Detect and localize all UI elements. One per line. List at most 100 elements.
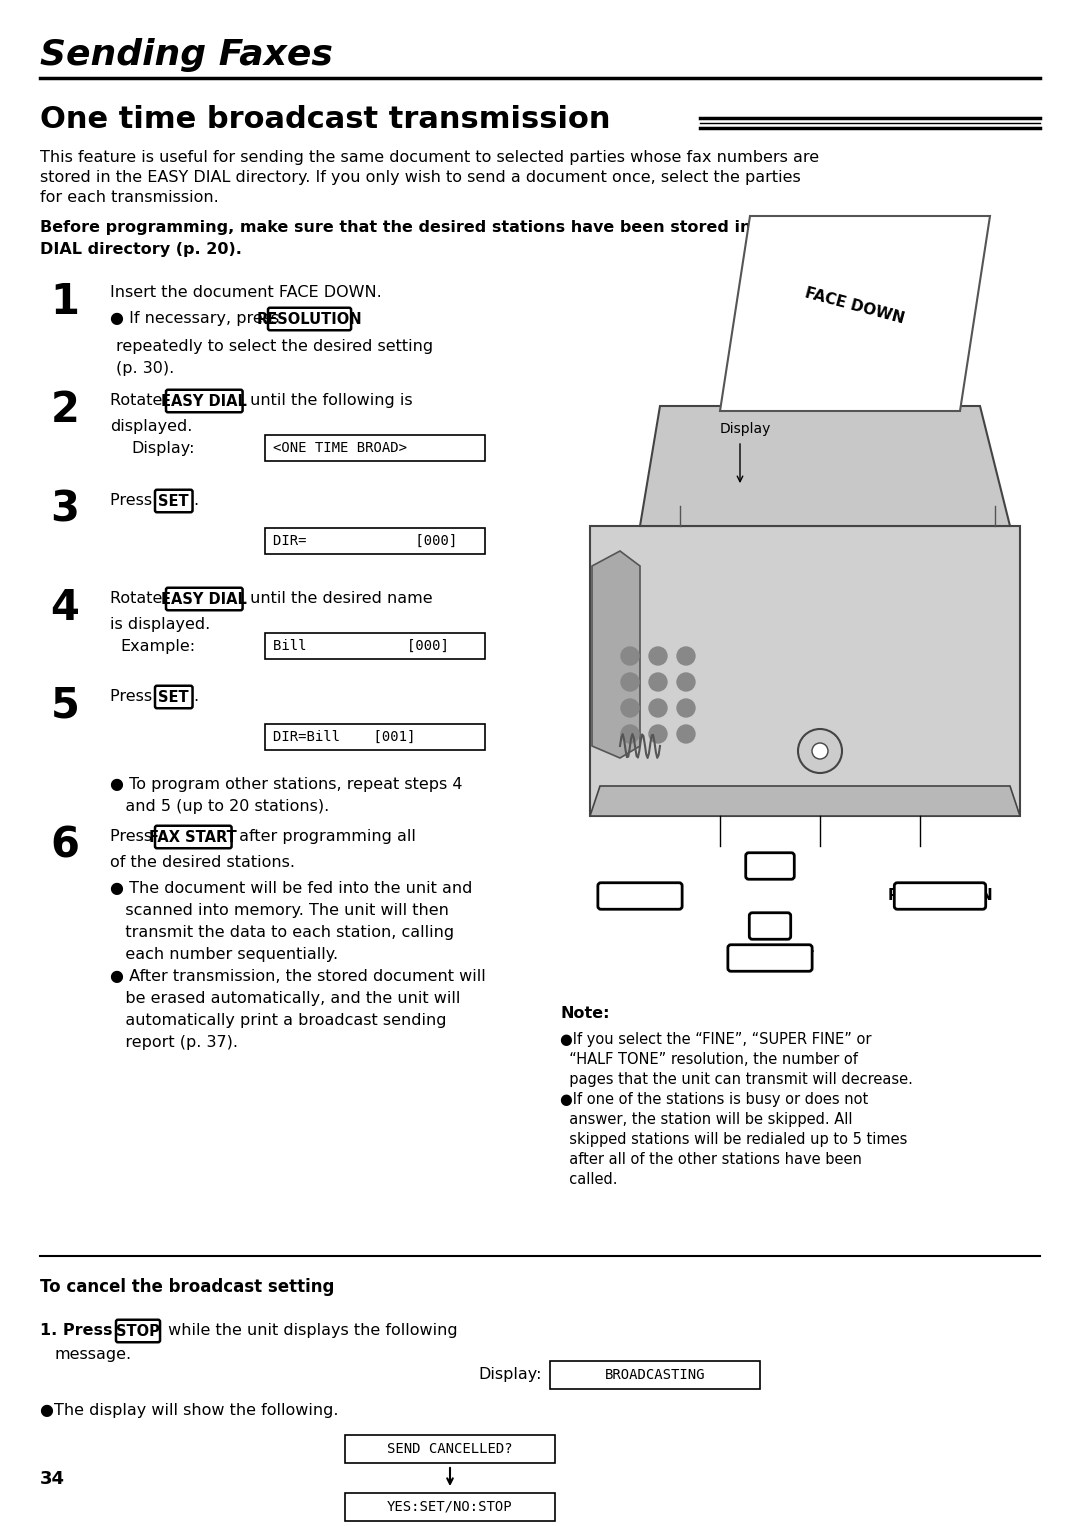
Text: called.: called. (561, 1172, 618, 1187)
Text: To cancel the broadcast setting: To cancel the broadcast setting (40, 1277, 335, 1296)
Text: after all of the other stations have been: after all of the other stations have bee… (561, 1152, 862, 1167)
Text: 6: 6 (51, 826, 80, 867)
FancyBboxPatch shape (745, 853, 794, 879)
Text: “HALF TONE” resolution, the number of: “HALF TONE” resolution, the number of (561, 1051, 858, 1067)
FancyBboxPatch shape (156, 490, 192, 513)
Text: STOP: STOP (748, 859, 792, 873)
Text: EASY DIAL: EASY DIAL (597, 888, 683, 903)
Text: SEND CANCELLED?: SEND CANCELLED? (388, 1442, 513, 1456)
Bar (265, 633, 485, 659)
Bar (265, 435, 485, 461)
FancyBboxPatch shape (268, 308, 351, 330)
Text: SET: SET (159, 493, 189, 508)
Text: stored in the EASY DIAL directory. If you only wish to send a document once, sel: stored in the EASY DIAL directory. If yo… (40, 169, 800, 185)
Circle shape (649, 673, 667, 691)
Text: until the following is: until the following is (244, 394, 413, 407)
Bar (265, 723, 485, 749)
Text: transmit the data to each station, calling: transmit the data to each station, calli… (110, 925, 454, 940)
Text: be erased automatically, and the unit will: be erased automatically, and the unit wi… (110, 990, 460, 1006)
Text: SET: SET (159, 690, 189, 705)
Text: RESOLUTION: RESOLUTION (257, 311, 363, 327)
FancyBboxPatch shape (156, 685, 192, 708)
Circle shape (677, 699, 696, 717)
Polygon shape (640, 406, 1010, 526)
Text: FAX START: FAX START (726, 951, 814, 966)
Bar (345, 1434, 555, 1463)
Text: report (p. 37).: report (p. 37). (110, 1035, 238, 1050)
Text: FAX START: FAX START (149, 830, 238, 844)
Text: ● The document will be fed into the unit and: ● The document will be fed into the unit… (110, 881, 472, 896)
Text: Rotate: Rotate (110, 591, 167, 606)
Text: 1: 1 (51, 281, 80, 324)
Text: displayed.: displayed. (110, 420, 192, 433)
Text: while the unit displays the following: while the unit displays the following (163, 1323, 458, 1338)
Text: for each transmission.: for each transmission. (40, 191, 219, 204)
Circle shape (621, 725, 639, 743)
Text: each number sequentially.: each number sequentially. (110, 948, 338, 961)
Text: Example:: Example: (120, 638, 195, 653)
Text: until the desired name: until the desired name (244, 591, 432, 606)
Text: .: . (193, 493, 199, 508)
Bar (265, 528, 485, 554)
Text: DIAL directory (p. 20).: DIAL directory (p. 20). (40, 243, 242, 256)
Text: 3: 3 (51, 488, 80, 531)
Text: answer, the station will be skipped. All: answer, the station will be skipped. All (561, 1112, 852, 1128)
FancyBboxPatch shape (166, 389, 243, 412)
Text: RESOLUTION: RESOLUTION (887, 888, 993, 903)
Circle shape (621, 647, 639, 665)
Text: SET: SET (755, 919, 785, 934)
FancyBboxPatch shape (894, 882, 986, 909)
Text: Display:: Display: (478, 1367, 542, 1383)
Text: scanned into memory. The unit will then: scanned into memory. The unit will then (110, 903, 449, 919)
Text: 1. Press: 1. Press (40, 1323, 118, 1338)
Text: Insert the document FACE DOWN.: Insert the document FACE DOWN. (110, 285, 381, 301)
Text: ●The display will show the following.: ●The display will show the following. (40, 1404, 338, 1419)
FancyBboxPatch shape (166, 588, 243, 610)
Circle shape (621, 699, 639, 717)
FancyBboxPatch shape (116, 1320, 160, 1343)
Text: .: . (193, 690, 199, 703)
Text: and 5 (up to 20 stations).: and 5 (up to 20 stations). (110, 800, 329, 813)
Text: DIR=Bill    [001]: DIR=Bill [001] (273, 729, 416, 745)
Text: Press: Press (110, 690, 158, 703)
FancyBboxPatch shape (598, 882, 683, 909)
Text: YES:SET/NO:STOP: YES:SET/NO:STOP (388, 1500, 513, 1514)
Text: FACE DOWN: FACE DOWN (804, 285, 906, 327)
Text: of the desired stations.: of the desired stations. (110, 855, 295, 870)
Text: repeatedly to select the desired setting: repeatedly to select the desired setting (116, 339, 433, 354)
Circle shape (798, 729, 842, 774)
Text: Display: Display (720, 423, 771, 436)
Circle shape (621, 673, 639, 691)
Text: Display:: Display: (132, 441, 195, 455)
Text: BROADCASTING: BROADCASTING (605, 1367, 705, 1383)
Text: Press: Press (110, 493, 158, 508)
Text: DIR=             [000]: DIR= [000] (273, 534, 457, 548)
Text: is displayed.: is displayed. (110, 617, 211, 632)
Text: ● After transmission, the stored document will: ● After transmission, the stored documen… (110, 969, 486, 984)
Bar (550, 1361, 760, 1389)
Circle shape (649, 647, 667, 665)
Text: Press: Press (110, 829, 158, 844)
Text: automatically print a broadcast sending: automatically print a broadcast sending (110, 1013, 446, 1029)
Text: (p. 30).: (p. 30). (116, 362, 174, 375)
Circle shape (649, 699, 667, 717)
Text: Rotate: Rotate (110, 394, 167, 407)
FancyBboxPatch shape (728, 945, 812, 971)
Polygon shape (590, 786, 1020, 816)
Circle shape (812, 743, 828, 758)
Polygon shape (592, 551, 640, 758)
Text: Sending Faxes: Sending Faxes (40, 38, 333, 72)
Text: Note:: Note: (561, 1006, 609, 1021)
Text: <ONE TIME BROAD>: <ONE TIME BROAD> (273, 441, 407, 455)
Text: 4: 4 (51, 588, 80, 629)
Polygon shape (590, 526, 1020, 816)
Text: ● To program other stations, repeat steps 4: ● To program other stations, repeat step… (110, 777, 462, 792)
Polygon shape (720, 217, 990, 410)
Circle shape (677, 647, 696, 665)
Text: This feature is useful for sending the same document to selected parties whose f: This feature is useful for sending the s… (40, 150, 819, 165)
FancyBboxPatch shape (750, 913, 791, 938)
Circle shape (649, 725, 667, 743)
Text: skipped stations will be redialed up to 5 times: skipped stations will be redialed up to … (561, 1132, 907, 1148)
Text: Before programming, make sure that the desired stations have been stored in the : Before programming, make sure that the d… (40, 220, 839, 235)
Text: 5: 5 (51, 685, 80, 726)
